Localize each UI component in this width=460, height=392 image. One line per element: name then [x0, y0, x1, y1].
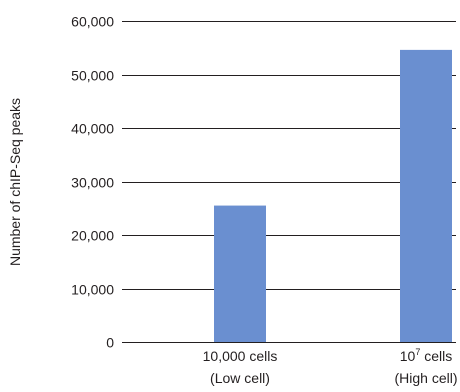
- y-tick-label: 50,000: [71, 68, 114, 84]
- x-category-label: 107 cells: [400, 347, 453, 364]
- bar: [400, 49, 452, 342]
- bars: [214, 49, 452, 342]
- y-tick-label: 40,000: [71, 121, 114, 137]
- x-category-label: 10,000 cells: [203, 348, 278, 364]
- x-category-sublabel: (Low cell): [210, 370, 270, 386]
- x-category-sublabel: (High cell): [394, 370, 457, 386]
- bar: [214, 205, 266, 342]
- x-category-labels: 10,000 cells (Low cell) 107 cells (High cel…: [203, 347, 458, 386]
- y-tick-label: 20,000: [71, 228, 114, 244]
- y-axis-label: Number of chIP-Seq peaks: [7, 98, 23, 266]
- y-tick-label: 0: [106, 335, 114, 351]
- y-tick-labels: 0 10,000 20,000 30,000 40,000 50,000 60,000: [71, 14, 114, 351]
- y-tick-label: 10,000: [71, 282, 114, 298]
- gridlines: [122, 21, 456, 343]
- y-tick-label: 30,000: [71, 175, 114, 191]
- y-tick-label: 60,000: [71, 14, 114, 30]
